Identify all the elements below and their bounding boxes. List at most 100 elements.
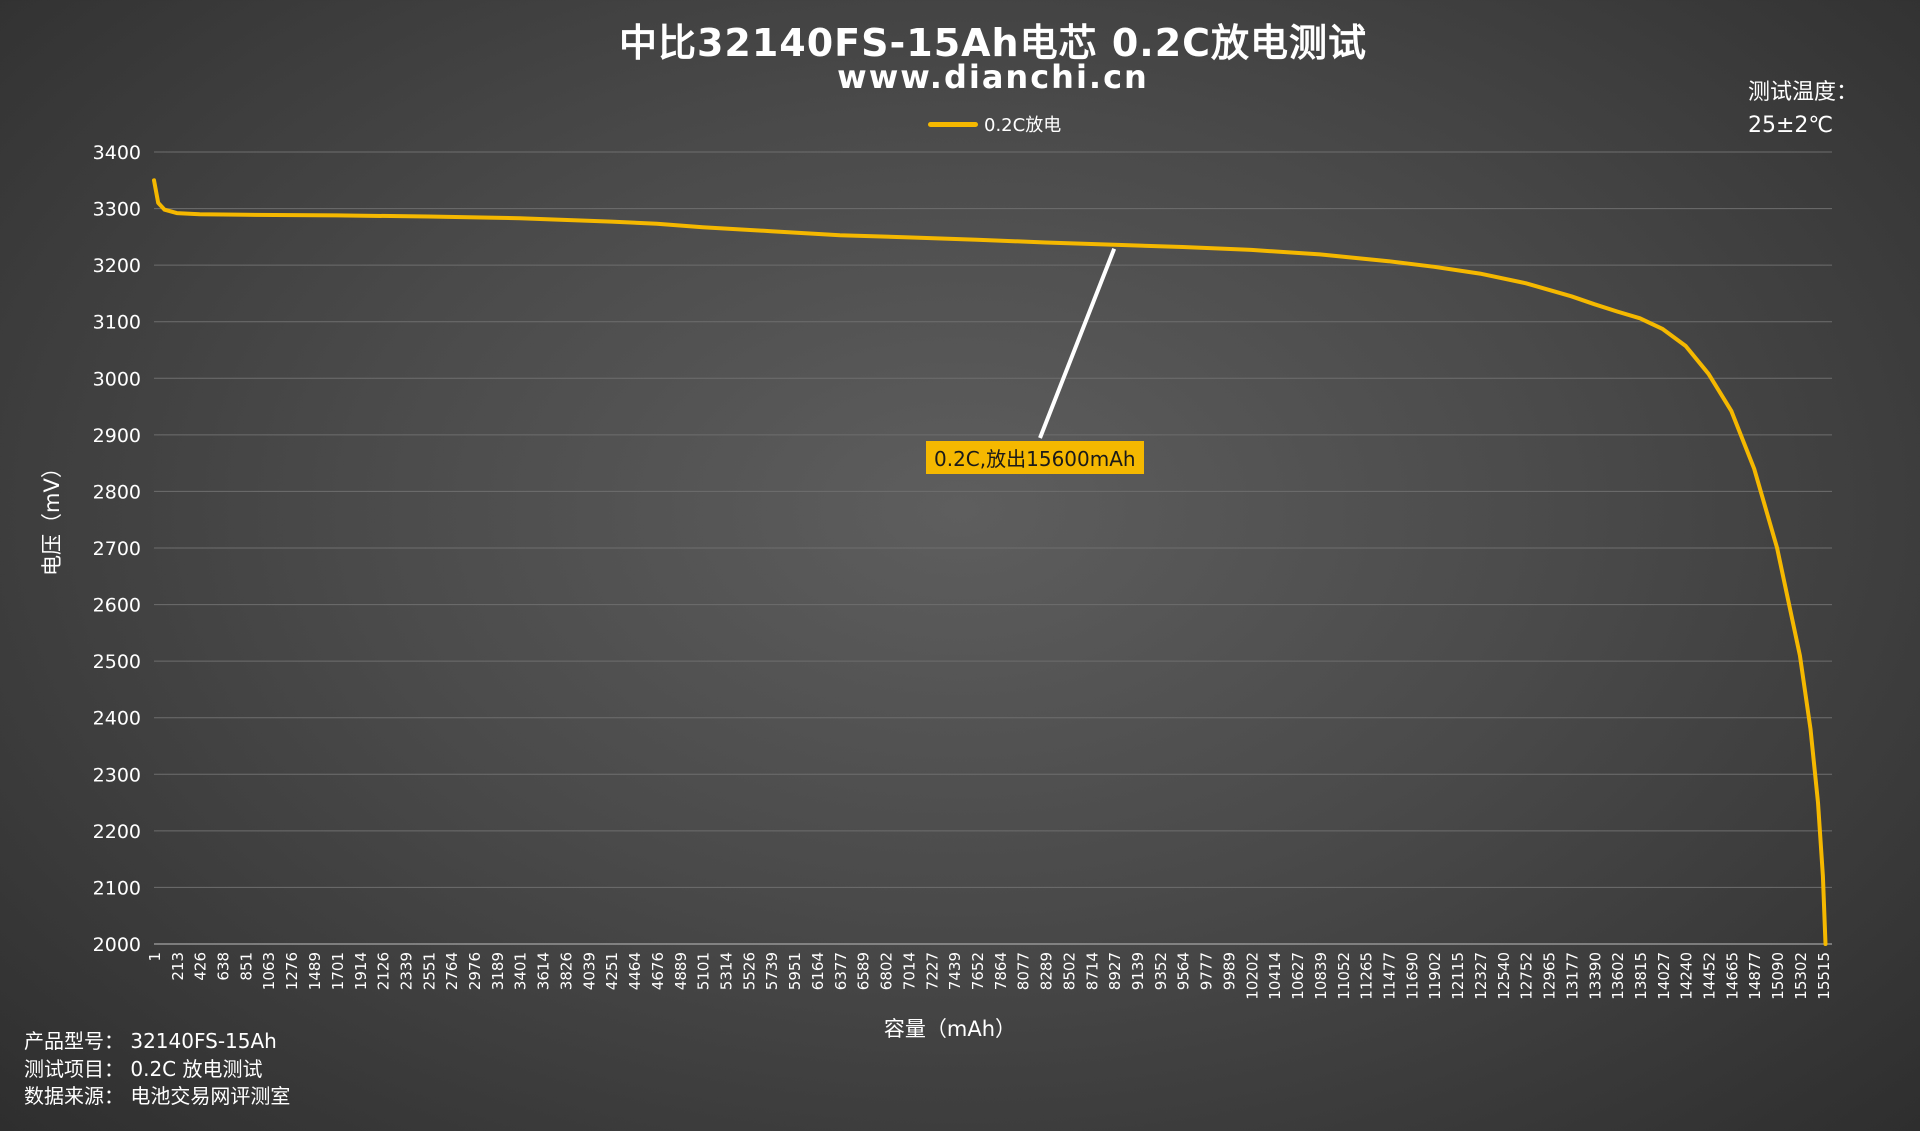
- x-tick-label: 10202: [1243, 952, 1261, 1000]
- x-tick-label: 12115: [1449, 952, 1467, 1000]
- x-tick-label: 8502: [1060, 952, 1078, 990]
- y-axis-title: 电压（mV）: [40, 457, 64, 576]
- x-tick-label: 11902: [1426, 952, 1444, 1000]
- x-tick-label: 9139: [1129, 952, 1147, 990]
- x-tick-label: 15515: [1815, 952, 1833, 1000]
- x-tick-label: 12965: [1541, 952, 1559, 1000]
- x-tick-label: 9777: [1198, 952, 1216, 990]
- x-tick-label: 7227: [923, 952, 941, 990]
- legend-swatch: [928, 121, 978, 127]
- x-tick-label: 7864: [992, 952, 1010, 990]
- x-tick-label: 9564: [1175, 952, 1193, 990]
- legend-label: 0.2C放电: [984, 115, 1062, 136]
- x-tick-label: 1914: [352, 952, 370, 990]
- x-tick-label: 7014: [900, 952, 918, 990]
- x-tick-label: 4251: [603, 952, 621, 990]
- x-tick-label: 10839: [1312, 952, 1330, 1000]
- x-tick-label: 14877: [1746, 952, 1764, 1000]
- y-tick-label: 2400: [93, 708, 141, 730]
- temperature-note: 测试温度： 25±2℃: [1748, 76, 1858, 142]
- x-tick-label: 5526: [740, 952, 758, 990]
- x-tick-label: 3401: [512, 952, 530, 990]
- x-tick-label: 8714: [1083, 952, 1101, 990]
- x-tick-label: 6589: [855, 952, 873, 990]
- temperature-value: 25±2℃: [1747, 113, 1834, 138]
- x-tick-label: 3614: [535, 952, 553, 990]
- y-tick-label: 3300: [93, 199, 141, 221]
- x-tick-label: 2976: [466, 952, 484, 990]
- y-tick-label: 2800: [93, 481, 141, 503]
- x-tick-label: 5739: [763, 952, 781, 990]
- x-tick-label: 638: [215, 952, 233, 981]
- chart-title: 中比32140FS-15Ah电芯 0.2C放电测试: [618, 21, 1368, 65]
- y-tick-label: 2500: [93, 651, 141, 673]
- x-tick-label: 1276: [283, 952, 301, 990]
- x-tick-label: 1489: [306, 952, 324, 990]
- y-tick-label: 3400: [93, 142, 141, 164]
- x-tick-label: 851: [237, 952, 255, 981]
- y-tick-label: 2300: [93, 764, 141, 786]
- x-tick-label: 7652: [969, 952, 987, 990]
- x-tick-label: 11265: [1358, 952, 1376, 1000]
- x-tick-label: 9352: [1152, 952, 1170, 990]
- y-tick-label: 2200: [93, 821, 141, 843]
- x-axis-ticks: 1 213 426 638 851 1063 1276 1489 1701 1914 2126 233…: [146, 952, 1833, 1000]
- y-tick-label: 2600: [93, 595, 141, 617]
- x-tick-label: 1: [146, 952, 164, 962]
- x-tick-label: 4889: [672, 952, 690, 990]
- x-tick-label: 2126: [375, 952, 393, 990]
- x-tick-label: 6377: [832, 952, 850, 990]
- x-tick-label: 4464: [626, 952, 644, 990]
- x-tick-label: 6802: [878, 952, 896, 990]
- x-tick-label: 5101: [695, 952, 713, 990]
- x-tick-label: 3189: [489, 952, 507, 990]
- y-tick-label: 2900: [93, 425, 141, 447]
- x-tick-label: 12327: [1472, 952, 1490, 1000]
- x-tick-label: 10627: [1289, 952, 1307, 1000]
- x-tick-label: 13602: [1609, 952, 1627, 1000]
- x-tick-label: 11477: [1380, 952, 1398, 1000]
- x-tick-label: 5951: [786, 952, 804, 990]
- x-tick-label: 8077: [1015, 952, 1033, 990]
- x-tick-label: 7439: [946, 952, 964, 990]
- x-tick-label: 14665: [1723, 952, 1741, 1000]
- x-tick-label: 12540: [1495, 952, 1513, 1000]
- x-tick-label: 1063: [260, 952, 278, 990]
- x-tick-label: 13815: [1632, 952, 1650, 1000]
- x-tick-label: 5314: [718, 952, 736, 990]
- temperature-label: 测试温度：: [1747, 80, 1858, 105]
- x-tick-label: 9989: [1220, 952, 1238, 990]
- y-tick-label: 3000: [93, 368, 141, 390]
- x-tick-label: 8289: [1038, 952, 1056, 990]
- y-tick-label: 3200: [93, 255, 141, 277]
- x-tick-label: 2339: [398, 952, 416, 990]
- x-tick-label: 12752: [1518, 952, 1536, 1000]
- legend: 0.2C放电: [928, 111, 1061, 137]
- x-tick-label: 11690: [1403, 952, 1421, 1000]
- x-tick-label: 4676: [649, 952, 667, 990]
- x-tick-label: 3826: [557, 952, 575, 990]
- y-tick-label: 2700: [93, 538, 141, 560]
- x-tick-label: 13177: [1563, 952, 1581, 1000]
- x-tick-label: 426: [192, 952, 210, 981]
- x-axis-title: 容量（mAh）: [883, 1017, 1017, 1041]
- annotation-label: 0.2C,放出15600mAh: [926, 441, 1144, 474]
- x-tick-label: 2764: [443, 952, 461, 990]
- chart-subtitle: www.dianchi.cn: [837, 58, 1149, 96]
- y-tick-label: 3100: [93, 312, 141, 334]
- x-tick-label: 14240: [1678, 952, 1696, 1000]
- x-tick-label: 15302: [1792, 952, 1810, 1000]
- test-item-note: 测试项目： 0.2C 放电测试: [24, 1057, 263, 1081]
- x-tick-label: 1701: [329, 952, 347, 990]
- x-tick-label: 11052: [1335, 952, 1353, 1000]
- x-tick-label: 14027: [1655, 952, 1673, 1000]
- x-tick-label: 6164: [809, 952, 827, 990]
- series-line-0.2c-discharge: [152, 178, 1828, 946]
- x-tick-label: 2551: [420, 952, 438, 990]
- x-tick-label: 4039: [580, 952, 598, 990]
- x-tick-label: 10414: [1266, 952, 1284, 1000]
- data-source-note: 数据来源： 电池交易网评测室: [24, 1084, 291, 1108]
- grid-lines: [154, 151, 1832, 945]
- annotation-pointer-line: [1038, 248, 1117, 439]
